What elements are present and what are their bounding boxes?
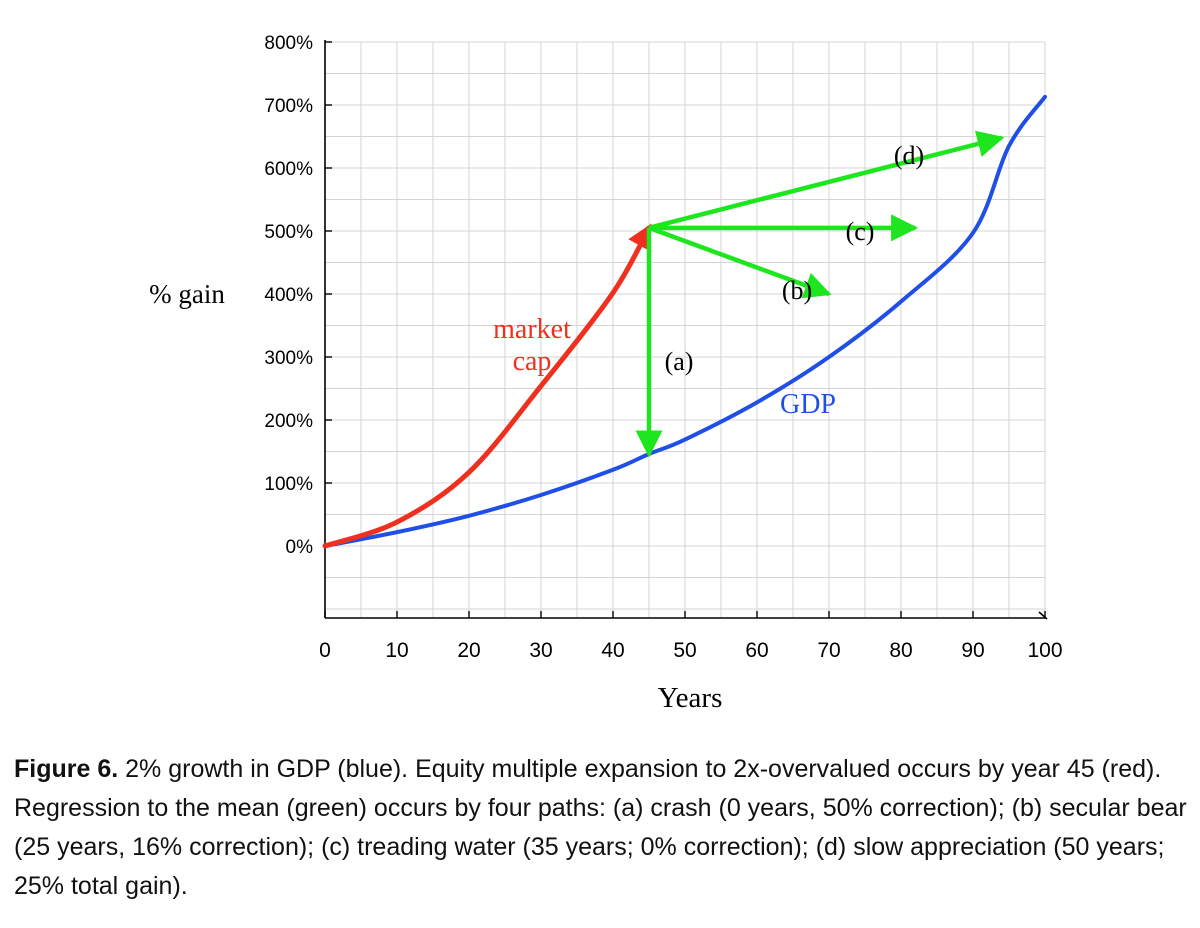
- axes: 0% 100% 200% 300% 400% 500% 600% 700% 800% 0 10 20 3…: [264, 33, 1062, 662]
- gdp-line: [323, 94, 1047, 548]
- y-tick-label: 100%: [264, 474, 313, 495]
- x-tick-label: 100: [1027, 639, 1062, 662]
- arrow-label-c: (c): [846, 217, 875, 246]
- y-tick-label: 600%: [264, 159, 313, 180]
- x-tick-label: 30: [529, 639, 552, 662]
- x-axis-title: Years: [658, 682, 723, 714]
- x-tick-label: 10: [385, 639, 408, 662]
- gdp-label: GDP: [780, 389, 836, 420]
- y-tick-label: 500%: [264, 222, 313, 243]
- y-tick-label: 800%: [264, 33, 313, 54]
- y-tick-label: 400%: [264, 285, 313, 306]
- figure-caption: Figure 6. 2% growth in GDP (blue). Equit…: [14, 750, 1194, 906]
- caption-figure-label: Figure 6.: [14, 755, 119, 783]
- x-tick-label: 50: [673, 639, 696, 662]
- market-cap-label-line1: market: [493, 314, 571, 345]
- y-tick-label: 0%: [286, 537, 314, 558]
- series: [322, 94, 1047, 549]
- x-tick-label: 70: [817, 639, 840, 662]
- x-tick-label: 80: [889, 639, 912, 662]
- y-tick-label: 200%: [264, 411, 313, 432]
- x-tick-label: 40: [601, 639, 624, 662]
- grid: [324, 41, 1046, 618]
- caption-text: 2% growth in GDP (blue). Equity multiple…: [14, 755, 1187, 900]
- arrow-b: [648, 225, 832, 299]
- x-tick-label: 20: [457, 639, 480, 662]
- arrow-label-b: (b): [782, 276, 812, 305]
- arrow-label-a: (a): [665, 347, 694, 376]
- market-cap-label-line2: cap: [513, 346, 552, 377]
- y-tick-label: 300%: [264, 348, 313, 369]
- arrow-d: [648, 130, 1005, 231]
- arrow-label-d: (d): [894, 141, 924, 170]
- regression-arrows: [635, 130, 1005, 458]
- x-tick-label: 60: [745, 639, 768, 662]
- gdp-market-cap-chart: 0% 100% 200% 300% 400% 500% 600% 700% 800% 0 10 20 3…: [149, 33, 1062, 714]
- x-tick-label: 90: [961, 639, 984, 662]
- x-tick-label: 0: [319, 639, 331, 662]
- y-tick-label: 700%: [264, 96, 313, 117]
- market-cap-line: [322, 223, 652, 549]
- y-axis-title: % gain: [149, 279, 225, 309]
